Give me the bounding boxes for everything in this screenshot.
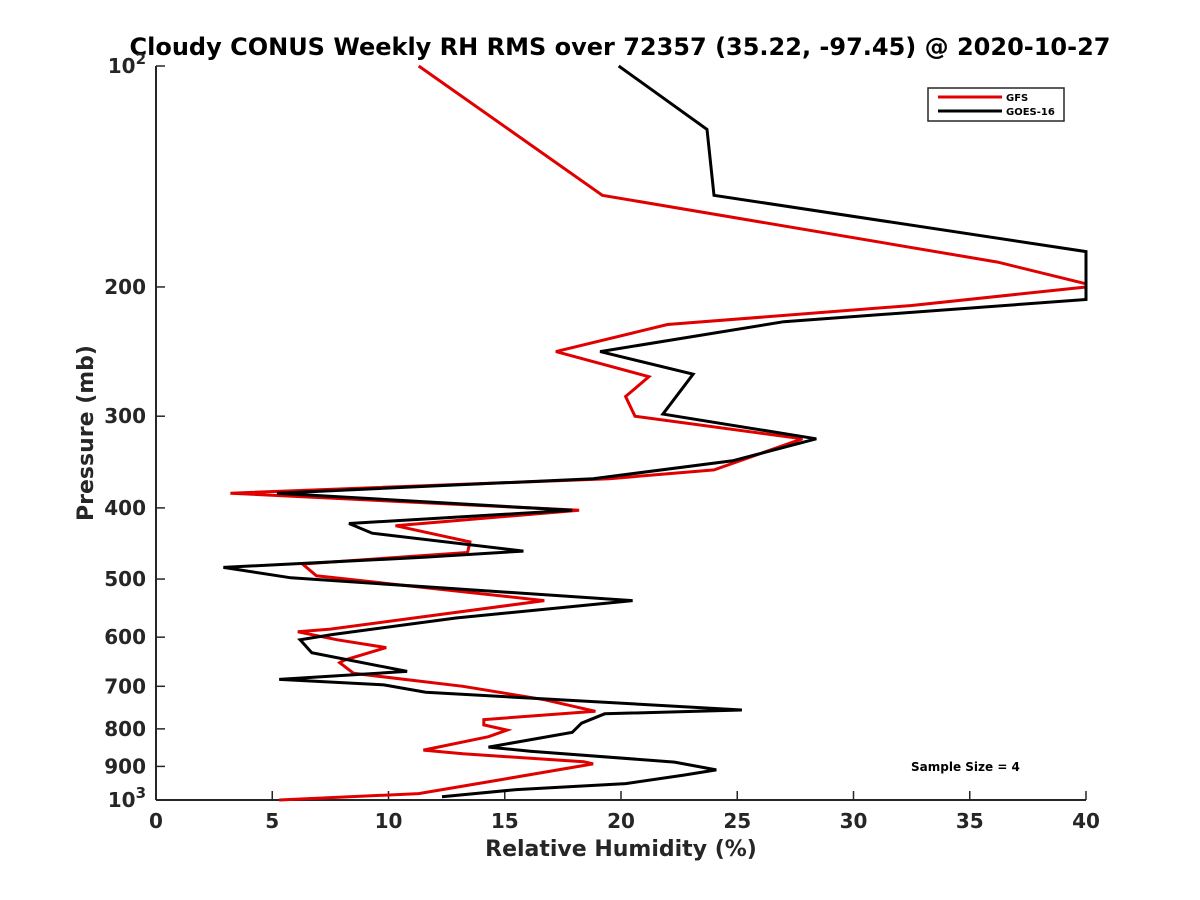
y-tick-label-base: 300 <box>104 404 146 428</box>
y-tick-label-base: 10 <box>108 54 136 78</box>
y-tick-label: 300 <box>104 404 146 428</box>
x-tick-label: 25 <box>723 809 751 833</box>
y-tick-label: 400 <box>104 496 146 520</box>
y-tick-label-base: 400 <box>104 496 146 520</box>
y-axis-label: Pressure (mb) <box>74 345 99 521</box>
y-tick-label-exponent: 3 <box>136 784 146 802</box>
legend-label-goes16: GOES-16 <box>1006 107 1055 118</box>
y-tick-label-base: 500 <box>104 567 146 591</box>
y-tick-label-base: 200 <box>104 275 146 299</box>
chart-title: Cloudy CONUS Weekly RH RMS over 72357 (3… <box>130 33 1111 61</box>
series-line-gfs <box>230 64 1088 802</box>
y-tick-label-base: 10 <box>108 788 136 812</box>
x-axis-ticks: 0 5 10 15 20 25 30 35 40 <box>149 791 1100 833</box>
y-tick-label: 500 <box>104 567 146 591</box>
y-tick-label: 900 <box>104 754 146 778</box>
x-tick-label: 5 <box>265 809 279 833</box>
y-tick-label: 800 <box>104 717 146 741</box>
y-tick-label-base: 600 <box>104 625 146 649</box>
y-tick-label: 600 <box>104 625 146 649</box>
x-tick-label: 15 <box>491 809 519 833</box>
series-lines <box>223 64 1088 802</box>
sample-size-annotation: Sample Size = 4 <box>911 760 1020 774</box>
x-tick-label: 30 <box>840 809 868 833</box>
y-tick-label: 200 <box>104 275 146 299</box>
x-tick-label: 20 <box>607 809 635 833</box>
x-tick-label: 0 <box>149 809 163 833</box>
y-tick-label: 103 <box>108 784 146 812</box>
y-tick-label-base: 900 <box>104 754 146 778</box>
y-tick-label-base: 700 <box>104 674 146 698</box>
series-line-goes-16 <box>223 64 1088 799</box>
x-tick-label: 10 <box>375 809 403 833</box>
y-tick-label-exponent: 2 <box>136 50 146 68</box>
y-tick-label: 102 <box>108 50 146 78</box>
x-tick-label: 40 <box>1072 809 1100 833</box>
y-tick-label: 700 <box>104 674 146 698</box>
x-tick-label: 35 <box>956 809 984 833</box>
x-axis-label: Relative Humidity (%) <box>485 837 757 862</box>
y-tick-label-base: 800 <box>104 717 146 741</box>
legend-box <box>927 87 1065 122</box>
legend-label-gfs: GFS <box>1006 93 1028 104</box>
legend: GFS GOES-16 <box>927 87 1065 122</box>
